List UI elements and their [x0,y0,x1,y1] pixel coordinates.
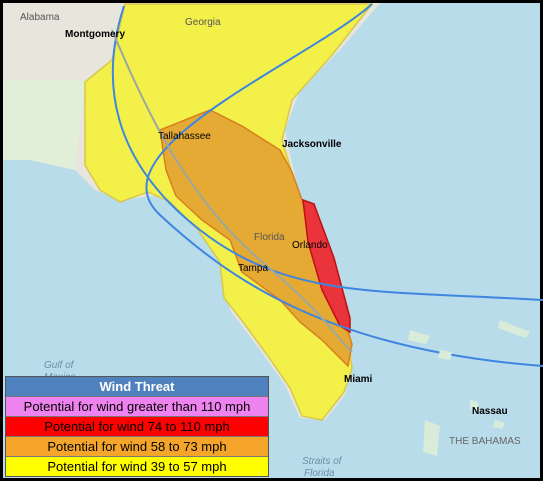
city-label: Jacksonville [282,139,342,150]
track-line [111,29,353,353]
water-label: Straits of [302,456,343,467]
islands [408,320,530,456]
city-label: Tallahassee [158,131,211,142]
legend-item: Potential for wind 74 to 110 mph [6,416,268,436]
legend-title: Wind Threat [6,377,268,396]
city-label: Orlando [292,240,328,251]
place-label: THE BAHAMAS [449,436,521,447]
legend: Wind Threat Potential for wind greater t… [5,376,269,477]
cone-edge [111,5,543,301]
water-label: Gulf of [44,360,75,371]
cone-edge [145,3,543,367]
city-label: Tampa [238,263,268,274]
land-west [3,80,85,170]
place-label: Alabama [20,12,60,23]
legend-item: Potential for wind greater than 110 mph [6,396,268,416]
threat-58-73 [159,109,353,368]
city-label: Nassau [472,406,508,417]
city-label: Miami [344,374,373,385]
city-label: Montgomery [65,29,125,40]
legend-item: Potential for wind 58 to 73 mph [6,436,268,456]
place-label: Florida [254,232,285,243]
threat-74-110 [302,198,351,334]
place-label: Georgia [185,17,221,28]
legend-item: Potential for wind 39 to 57 mph [6,456,268,476]
water-label: Florida [304,468,335,479]
